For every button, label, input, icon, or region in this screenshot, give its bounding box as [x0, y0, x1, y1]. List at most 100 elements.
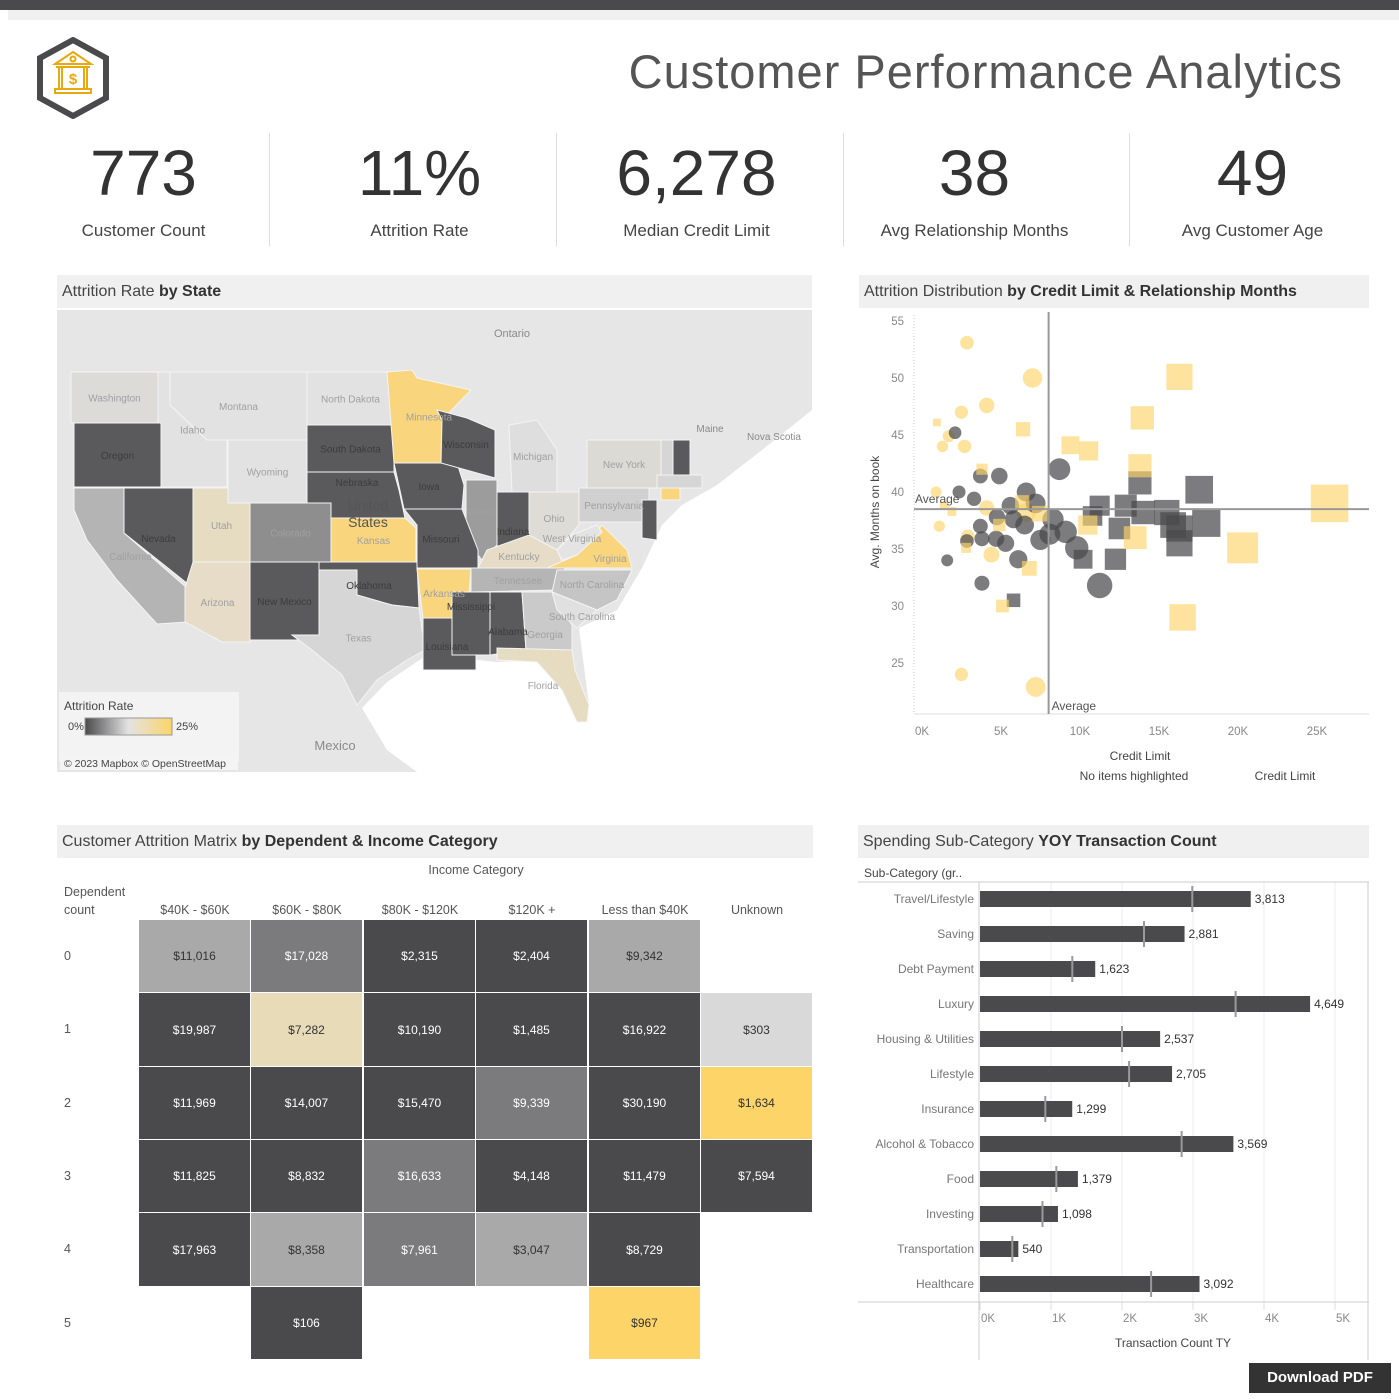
bar[interactable]: [980, 1241, 1019, 1257]
scatter-point-square[interactable]: [1006, 593, 1021, 608]
state-florida[interactable]: [496, 647, 590, 723]
matrix-cell[interactable]: $7,282: [251, 993, 363, 1067]
scatter-point-circle[interactable]: [1015, 515, 1034, 535]
matrix-cell[interactable]: $11,969: [139, 1067, 251, 1140]
transaction-bar-chart[interactable]: Sub-Category (gr.. 0K 1K 2K 3K 4K 5K Travel/L…: [858, 862, 1370, 1360]
download-pdf-button[interactable]: Download PDF: [1249, 1363, 1391, 1393]
matrix-cell[interactable]: $17,963: [139, 1213, 251, 1287]
scatter-point-circle[interactable]: [974, 575, 990, 591]
state-wisconsin[interactable]: [436, 409, 496, 479]
attrition-state-map[interactable]: Washington Oregon Idaho Montana Wyoming North…: [57, 310, 812, 772]
bar[interactable]: [980, 961, 1096, 977]
bar[interactable]: [980, 1066, 1173, 1082]
scatter-point-circle[interactable]: [1030, 529, 1051, 550]
scatter-point-square[interactable]: [996, 599, 1009, 613]
state-nh[interactable]: [672, 439, 691, 476]
scatter-point-square[interactable]: [1131, 500, 1155, 525]
state-vt[interactable]: [660, 439, 674, 476]
matrix-cell[interactable]: $9,342: [589, 920, 701, 993]
scatter-point-square[interactable]: [1166, 363, 1193, 390]
scatter-point-square[interactable]: [1169, 604, 1196, 631]
scatter-point-circle[interactable]: [954, 405, 968, 419]
state-texas[interactable]: [290, 569, 426, 706]
scatter-point-square[interactable]: [961, 542, 972, 553]
matrix-cell[interactable]: $3,047: [476, 1213, 588, 1287]
bar[interactable]: [980, 1136, 1234, 1152]
matrix-cell[interactable]: $303: [701, 993, 813, 1067]
matrix-cell[interactable]: $11,016: [139, 920, 251, 993]
bar[interactable]: [980, 891, 1251, 907]
scatter-point-square[interactable]: [933, 418, 941, 427]
scatter-point-circle[interactable]: [978, 500, 995, 516]
state-california[interactable]: [73, 487, 188, 625]
bar[interactable]: [980, 1276, 1200, 1292]
scatter-point-square[interactable]: [1015, 422, 1031, 437]
scatter-point-square[interactable]: [1114, 494, 1137, 517]
scatter-point-square[interactable]: [1123, 526, 1147, 549]
scatter-point-square[interactable]: [939, 501, 949, 510]
scatter-point-circle[interactable]: [930, 486, 942, 498]
matrix-cell[interactable]: $16,633: [364, 1140, 476, 1213]
scatter-point-circle[interactable]: [1025, 677, 1046, 697]
matrix-cell[interactable]: $7,961: [364, 1213, 476, 1287]
state-ct[interactable]: [660, 487, 681, 501]
matrix-cell[interactable]: $30,190: [589, 1067, 701, 1140]
scatter-point-square[interactable]: [1128, 454, 1152, 478]
scatter-point-circle[interactable]: [991, 467, 1008, 485]
scatter-point-square[interactable]: [1021, 561, 1037, 576]
state-west-virginia[interactable]: [556, 524, 603, 561]
scatter-point-square[interactable]: [993, 518, 1006, 532]
state-michigan[interactable]: [508, 419, 558, 493]
scatter-point-circle[interactable]: [952, 485, 966, 499]
matrix-cell[interactable]: $8,358: [251, 1213, 363, 1287]
matrix-cell[interactable]: $8,729: [589, 1213, 701, 1287]
scatter-point-square[interactable]: [1192, 508, 1221, 537]
matrix-cell[interactable]: $11,825: [139, 1140, 251, 1213]
matrix-cell[interactable]: $17,028: [251, 920, 363, 993]
matrix-cell[interactable]: $15,470: [364, 1067, 476, 1140]
scatter-point-circle[interactable]: [1048, 458, 1071, 481]
scatter-point-circle[interactable]: [997, 534, 1015, 552]
scatter-chart[interactable]: 0K 5K 10K 15K 20K 25K 25 30 35 40 45 50 55 Average Av…: [859, 310, 1370, 790]
scatter-point-square[interactable]: [1227, 532, 1259, 564]
scatter-point-square[interactable]: [1130, 406, 1154, 430]
scatter-point-circle[interactable]: [966, 491, 982, 506]
state-ma[interactable]: [656, 474, 703, 489]
scatter-point-circle[interactable]: [960, 335, 974, 350]
state-south-carolina[interactable]: [551, 591, 598, 629]
scatter-point-square[interactable]: [947, 506, 957, 516]
scatter-point-square[interactable]: [1078, 515, 1098, 535]
scatter-point-square[interactable]: [1061, 436, 1080, 455]
scatter-point-circle[interactable]: [941, 554, 954, 567]
matrix-cell[interactable]: $16,922: [589, 993, 701, 1067]
scatter-point-circle[interactable]: [948, 426, 962, 440]
bar[interactable]: [980, 996, 1311, 1012]
bar[interactable]: [980, 926, 1185, 942]
bar[interactable]: [980, 1101, 1073, 1117]
scatter-point-square[interactable]: [1073, 549, 1093, 569]
bar[interactable]: [980, 1206, 1058, 1222]
matrix-cell[interactable]: $7,594: [701, 1140, 813, 1213]
matrix-cell[interactable]: $4,148: [476, 1140, 588, 1213]
scatter-point-circle[interactable]: [936, 440, 949, 453]
bar[interactable]: [980, 1031, 1161, 1047]
matrix-cell[interactable]: $1,485: [476, 993, 588, 1067]
scatter-point-square[interactable]: [1185, 475, 1214, 504]
scatter-point-circle[interactable]: [974, 531, 990, 547]
state-alabama[interactable]: [489, 591, 527, 656]
scatter-point-square[interactable]: [976, 463, 988, 475]
scatter-point-square[interactable]: [1104, 548, 1127, 570]
matrix-cell[interactable]: $11,479: [589, 1140, 701, 1213]
scatter-point-square[interactable]: [1310, 484, 1349, 523]
matrix-cell[interactable]: $967: [589, 1287, 701, 1360]
scatter-point-circle[interactable]: [954, 667, 968, 681]
matrix-cell[interactable]: $14,007: [251, 1067, 363, 1140]
scatter-point-square[interactable]: [1015, 495, 1030, 510]
matrix-cell[interactable]: $9,339: [476, 1067, 588, 1140]
scatter-point-circle[interactable]: [1086, 572, 1113, 599]
state-nj[interactable]: [641, 499, 658, 541]
category-header[interactable]: Sub-Category (gr..: [864, 866, 962, 880]
state-ohio[interactable]: [528, 491, 580, 551]
scatter-point-circle[interactable]: [957, 439, 972, 454]
matrix-cell[interactable]: $1,634: [701, 1067, 813, 1140]
